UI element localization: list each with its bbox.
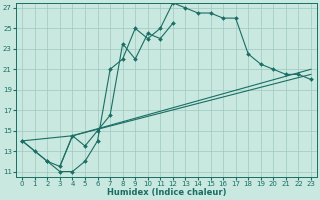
X-axis label: Humidex (Indice chaleur): Humidex (Indice chaleur) bbox=[107, 188, 226, 197]
